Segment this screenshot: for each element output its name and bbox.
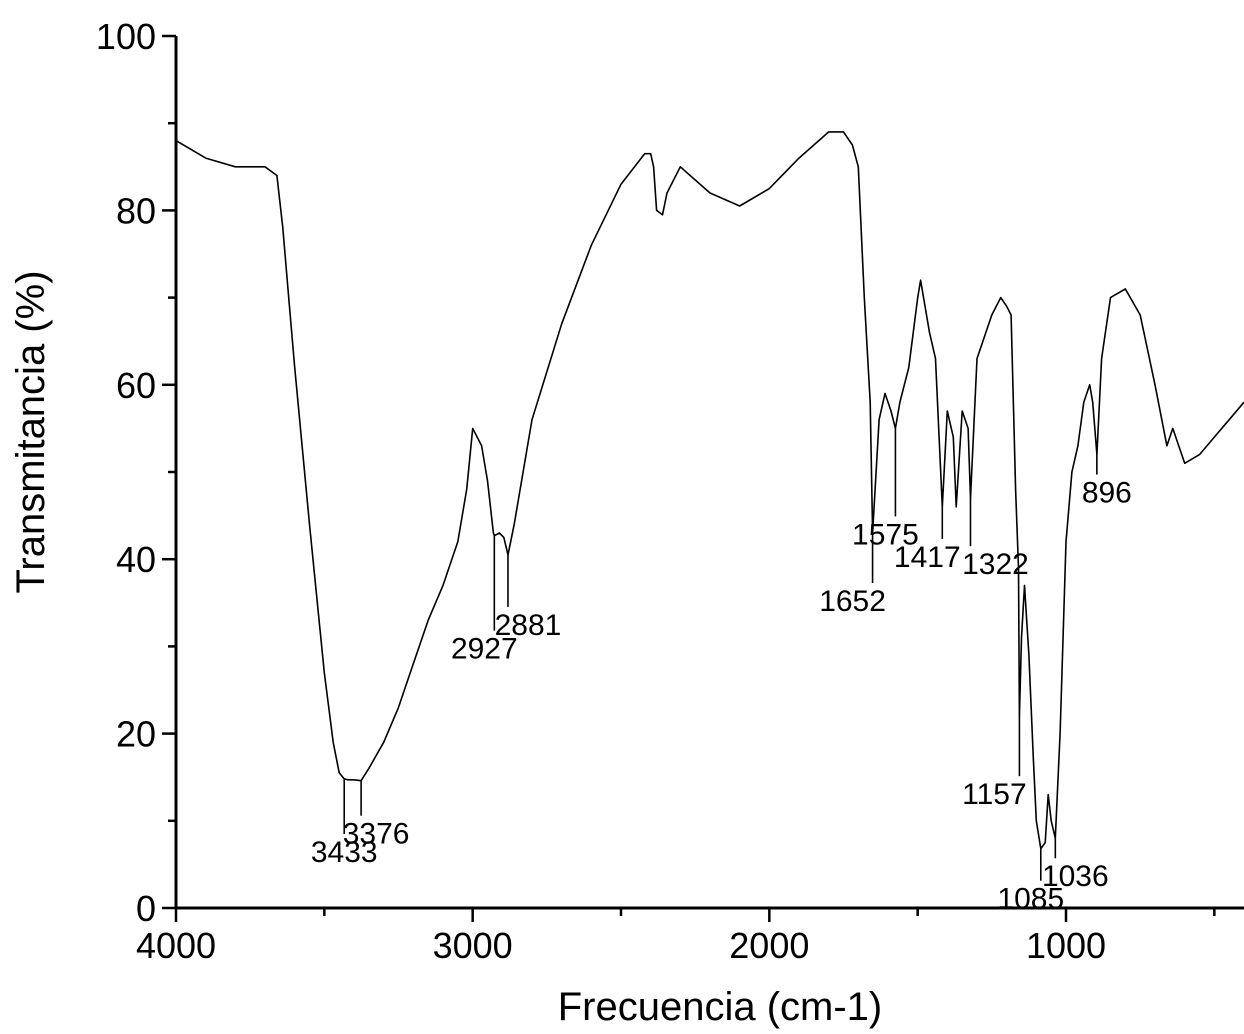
y-tick-label: 100 [96, 16, 156, 57]
peak-label: 2927 [451, 633, 518, 666]
x-tick-label: 3000 [433, 925, 513, 966]
y-tick-label: 80 [116, 190, 156, 231]
peak-label: 1157 [962, 778, 1027, 811]
peak-label: 3433 [311, 836, 378, 869]
x-tick-label: 4000 [136, 925, 216, 966]
peak-label: 1085 [997, 883, 1064, 916]
y-axis-ticks: 0 20 40 60 80 100 [96, 16, 176, 929]
peak-label: 896 [1082, 477, 1132, 510]
x-tick-label: 2000 [729, 925, 809, 966]
y-tick-label: 0 [136, 888, 156, 929]
x-axis-title: Frecuencia (cm-1) [558, 985, 883, 1029]
peak-label: 1322 [962, 548, 1029, 581]
peak-label: 1417 [894, 541, 961, 574]
peak-label: 1575 [852, 518, 919, 551]
y-axis-title: Transmitancia (%) [9, 270, 53, 593]
y-tick-label: 60 [116, 365, 156, 406]
spectrum-line [175, 131, 1244, 850]
x-axis-ticks: 4000 3000 2000 1000 [136, 908, 1216, 966]
y-tick-label: 20 [116, 714, 156, 755]
peak-label: 3376 [343, 818, 410, 851]
peak-label: 1036 [1042, 860, 1109, 893]
peak-label: 2881 [495, 609, 562, 642]
peak-label: 1652 [819, 585, 886, 618]
x-tick-label: 1000 [1026, 925, 1106, 966]
y-tick-label: 40 [116, 539, 156, 580]
